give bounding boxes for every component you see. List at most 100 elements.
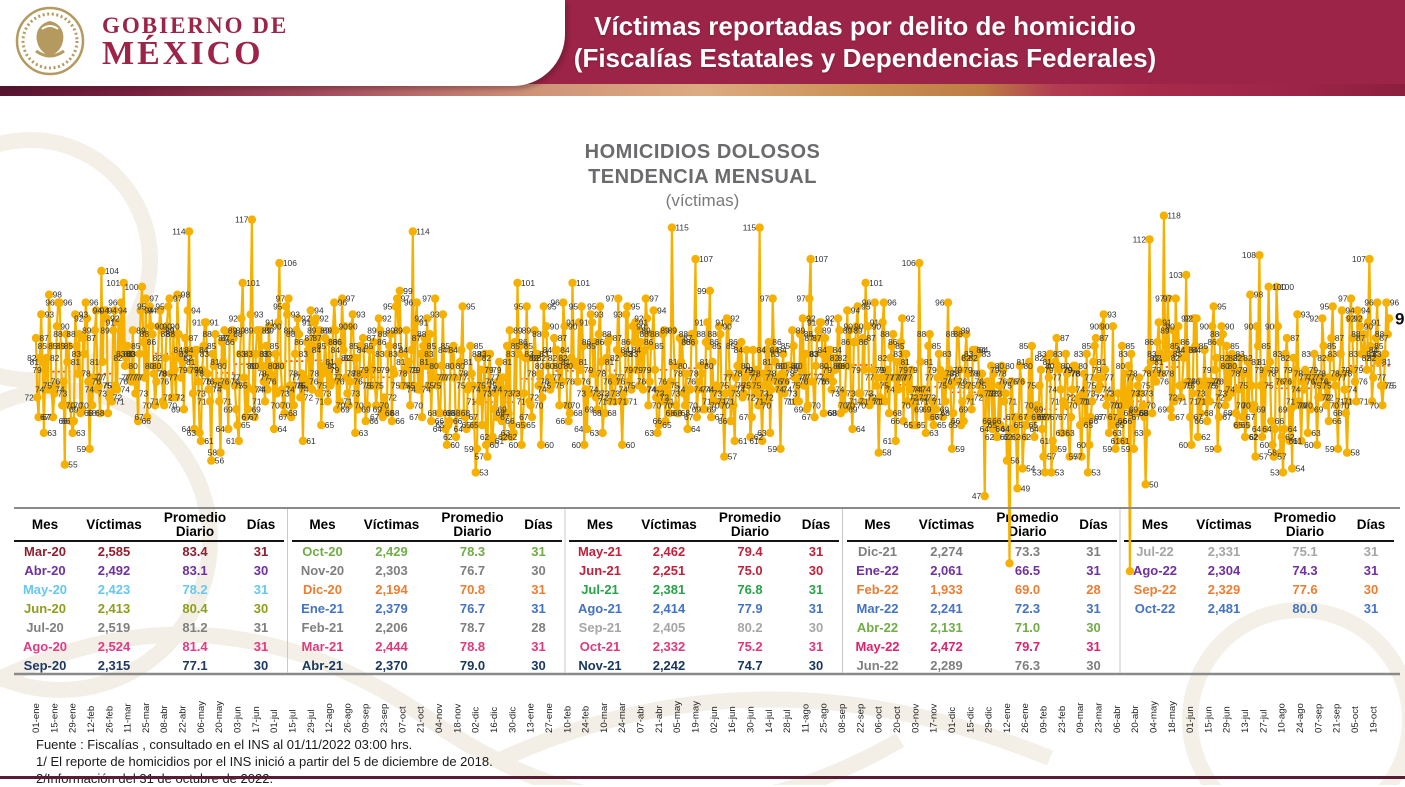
table-header-cell: Mes bbox=[309, 516, 336, 532]
table-cell: 31 bbox=[1363, 601, 1379, 616]
table-cell: 76.3 bbox=[1014, 658, 1041, 673]
table-cell: 78.3 bbox=[459, 544, 486, 559]
table-header-cell: Días bbox=[801, 516, 831, 532]
table-row: Abr-20 2,492 83.1 30 bbox=[14, 561, 284, 580]
table-cell: 30 bbox=[808, 658, 824, 673]
table-row: Mar-22 2,241 72.3 31 bbox=[847, 599, 1117, 618]
table-cell: 2,241 bbox=[930, 601, 963, 616]
logo-wordmark: GOBIERNO DE MÉXICO bbox=[102, 12, 289, 73]
table-cell: 83.1 bbox=[182, 563, 208, 578]
table-cell: 2,194 bbox=[375, 582, 408, 597]
table-cell: 80.2 bbox=[737, 620, 763, 635]
table-header-cell: Días bbox=[1356, 516, 1386, 532]
table-header-cell: Promedio Diario bbox=[1273, 509, 1337, 539]
footer-source-line: Fuente : Fiscalías , consultado en el IN… bbox=[36, 737, 413, 752]
table-cell: 2,379 bbox=[375, 601, 408, 616]
table-header-cell: Mes bbox=[864, 516, 891, 532]
table-cell: May-21 bbox=[577, 544, 623, 559]
chart-subtitle: TENDENCIA MENSUAL bbox=[588, 166, 817, 188]
table-cell: 70.8 bbox=[459, 582, 486, 597]
table-cell: 78.7 bbox=[459, 620, 486, 635]
table-cell: 2,289 bbox=[930, 658, 963, 673]
table-cell: 2,206 bbox=[375, 620, 408, 635]
table-cell: 31 bbox=[1086, 544, 1101, 559]
table-cell: 75.2 bbox=[737, 639, 763, 654]
table-header-cell: Víctimas bbox=[86, 516, 142, 532]
table-header-cell: Días bbox=[524, 516, 553, 532]
table-cell: 2,131 bbox=[930, 620, 963, 635]
table-cell: 31 bbox=[253, 582, 269, 597]
table-cell: Dic-20 bbox=[302, 582, 343, 597]
footer-note-1: 1/ El reporte de homicidios por el INS i… bbox=[36, 754, 493, 770]
table-cell: 2,303 bbox=[375, 563, 408, 578]
table-cell: 71.0 bbox=[1014, 620, 1041, 635]
table-cell: 30 bbox=[531, 563, 546, 578]
table-cell: 1,933 bbox=[930, 582, 963, 597]
table-cell: 28 bbox=[531, 620, 546, 635]
table-cell: 31 bbox=[531, 601, 546, 616]
page-title-line2: (Fiscalías Estatales y Dependencias Fede… bbox=[573, 43, 1157, 73]
table-cell: Nov-20 bbox=[300, 563, 345, 578]
table-header-cell: Víctimas bbox=[363, 516, 420, 532]
table-row: May-20 2,423 78.2 31 bbox=[14, 580, 284, 599]
table-cell: Nov-21 bbox=[578, 658, 622, 673]
table-cell: 30 bbox=[253, 658, 269, 673]
table-cell: 78.2 bbox=[182, 582, 208, 597]
table-cell: Sep-22 bbox=[1133, 582, 1177, 597]
table-header-row: Mes Víctimas Promedio Diario Días bbox=[291, 509, 562, 542]
table-row: Mar-20 2,585 83.4 31 bbox=[14, 542, 284, 561]
table-header-row: Mes Víctimas Promedio Diario Días bbox=[846, 510, 1117, 542]
table-row: May-21 2,462 79.4 31 bbox=[569, 542, 839, 561]
table-cell: 30 bbox=[253, 601, 269, 616]
table-cell: 31 bbox=[531, 544, 546, 559]
table-cell: 2,331 bbox=[1207, 544, 1241, 559]
table-header-row: Mes Víctimas Promedio Diario Días bbox=[569, 510, 839, 542]
table-row: Ago-22 2,304 74.3 31 bbox=[1124, 561, 1394, 580]
table-header-cell: Promedio Diario bbox=[441, 509, 504, 539]
table-cell: 2,413 bbox=[97, 601, 131, 616]
table-cell: 30 bbox=[1363, 582, 1379, 597]
mexico-eagle-seal-icon bbox=[14, 5, 86, 82]
table-cell: 2,329 bbox=[1207, 582, 1241, 597]
table-cell: 2,381 bbox=[652, 582, 686, 597]
logo-panel: GOBIERNO DE MÉXICO bbox=[0, 0, 565, 86]
table-row: Dic-20 2,194 70.8 31 bbox=[292, 580, 562, 599]
table-cell: 80.0 bbox=[1292, 601, 1318, 616]
table-cell: 30 bbox=[808, 563, 824, 578]
table-row: Ene-21 2,379 76.7 31 bbox=[292, 599, 562, 618]
table-cell: Abr-22 bbox=[856, 620, 899, 635]
table-header-cell: Promedio Diario bbox=[163, 509, 227, 539]
table-cell: Jun-22 bbox=[856, 658, 899, 673]
table-cell: 2,274 bbox=[930, 544, 963, 559]
table-cell: Jun-21 bbox=[579, 563, 621, 578]
monthly-table: Mes Víctimas Promedio Diario Días May-21 2,46… bbox=[569, 510, 839, 675]
table-header-cell: Mes bbox=[586, 516, 614, 532]
table-cell: 2,481 bbox=[1207, 601, 1241, 616]
table-cell: 74.3 bbox=[1292, 563, 1318, 578]
table-cell: 81.2 bbox=[182, 620, 208, 635]
table-cell: 74.7 bbox=[737, 658, 763, 673]
table-row: Sep-22 2,329 77.6 30 bbox=[1124, 580, 1394, 599]
table-header-row: Mes Víctimas Promedio Diario Días bbox=[1124, 510, 1394, 542]
table-cell: 31 bbox=[1363, 544, 1379, 559]
logo-wordmark-line1: GOBIERNO DE bbox=[102, 12, 289, 38]
table-cell: Sep-20 bbox=[23, 658, 67, 673]
table-cell: 31 bbox=[1086, 639, 1101, 654]
logo-wordmark-line2: MÉXICO bbox=[102, 35, 264, 73]
table-cell: 2,242 bbox=[652, 658, 686, 673]
table-cell: 2,519 bbox=[97, 620, 131, 635]
table-row: Abr-22 2,131 71.0 30 bbox=[847, 618, 1117, 637]
table-cell: 2,370 bbox=[375, 658, 408, 673]
table-row: Ago-21 2,414 77.9 31 bbox=[569, 599, 839, 618]
table-cell: 76.7 bbox=[459, 563, 486, 578]
table-cell: 2,304 bbox=[1207, 563, 1241, 578]
monthly-table: Mes Víctimas Promedio Diario Días Mar-20 2,58… bbox=[14, 510, 284, 675]
table-cell: 66.5 bbox=[1014, 563, 1041, 578]
table-cell: 77.6 bbox=[1292, 582, 1318, 597]
table-cell: 2,332 bbox=[652, 639, 686, 654]
table-cell: 75.1 bbox=[1292, 544, 1318, 559]
table-cell: 28 bbox=[1086, 582, 1101, 597]
table-cell: 69.0 bbox=[1014, 582, 1041, 597]
table-cell: 31 bbox=[808, 639, 824, 654]
